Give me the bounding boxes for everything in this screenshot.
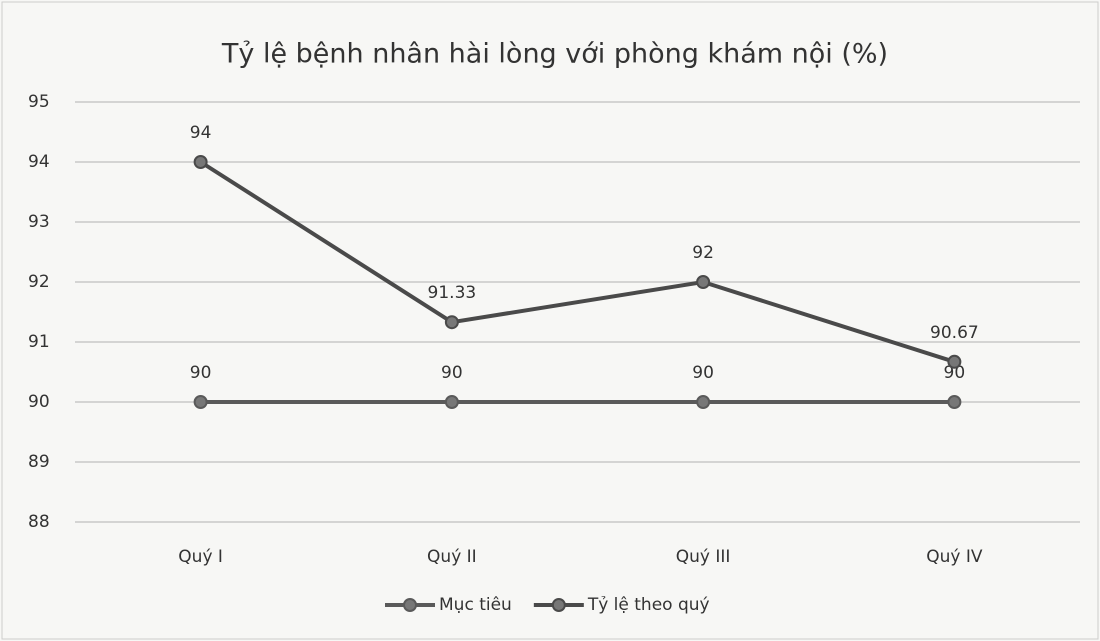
point [696,275,711,289]
data-label: 90 [441,363,463,383]
data-label: 94 [190,123,212,143]
point [444,315,459,330]
y-tick-label: 89 [28,452,50,472]
y-tick-label: 90 [28,392,50,412]
series-line [199,160,955,364]
data-label: 92 [692,243,714,263]
point [193,155,208,169]
legend-marker [403,598,417,612]
y-tick-label: 93 [28,212,50,232]
chart-title: Tỷ lệ bệnh nhân hài lòng với phòng khám … [221,39,888,70]
y-tick-label: 92 [28,272,50,292]
point [947,395,962,409]
point [947,354,962,369]
legend-marker [551,598,566,612]
data-label: 90.67 [930,323,979,343]
point [193,395,208,409]
data-label: 90 [190,363,212,383]
data-label: 90 [944,363,966,383]
data-label: 90 [692,363,714,383]
point [696,395,711,409]
y-tick-label: 95 [28,92,50,112]
y-tick-label: 88 [28,512,50,532]
x-tick-label: Quý II [427,547,477,567]
x-tick-label: Quý I [178,547,223,567]
point [444,395,459,409]
y-tick-label: 91 [28,332,50,352]
legend-label: Tỷ lệ theo quý [587,595,710,615]
data-label: 91.33 [428,283,477,303]
x-tick-label: Quý III [676,547,731,567]
x-tick-label: Quý IV [926,547,983,567]
y-tick-label: 94 [28,152,50,172]
legend-label: Mục tiêu [439,595,512,615]
